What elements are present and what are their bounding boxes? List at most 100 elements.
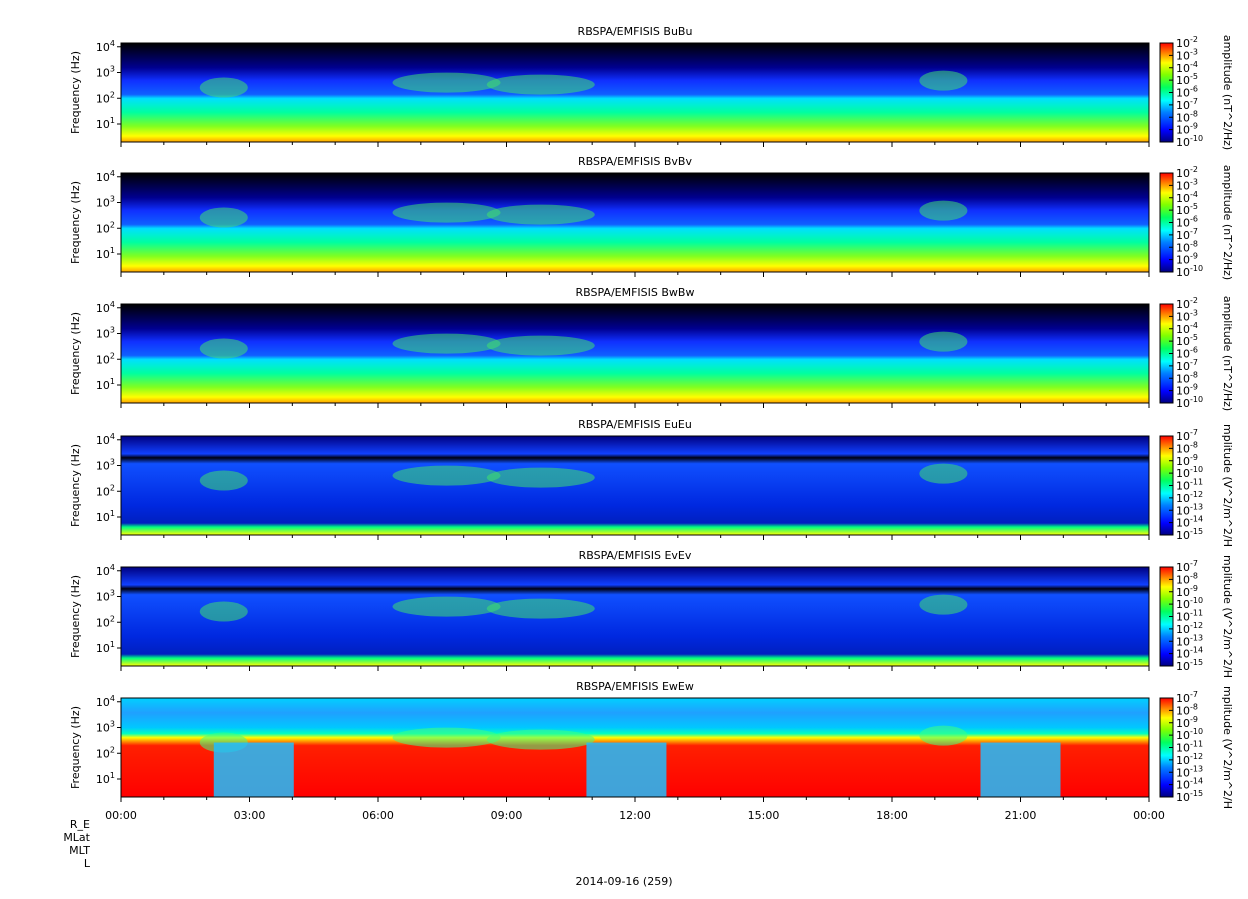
time-tick-label: 21:00 — [1005, 809, 1037, 822]
colorbar-tick-label: 10-6 — [1176, 215, 1198, 230]
colorbar-tick-label: 10-8 — [1176, 370, 1198, 385]
colorbar-tick-label: 10-3 — [1176, 308, 1198, 323]
emission-feature — [919, 70, 968, 91]
panel-title: RBSPA/EMFISIS EvEv — [579, 549, 692, 562]
colorbar-tick-label: 10-7 — [1176, 97, 1198, 112]
emission-feature — [486, 74, 595, 95]
colorbar-label: amplitude (nT^2/Hz) — [1221, 165, 1234, 280]
emission-feature — [392, 465, 501, 486]
ephemeris-row-l: L — [83, 857, 90, 870]
colorbar-tick-label: 10-7 — [1176, 227, 1198, 242]
y-tick-label: 103 — [96, 458, 115, 473]
y-tick-label: 103 — [96, 195, 115, 210]
spectrogram-image — [121, 567, 1149, 666]
y-axis-label: Frequency (Hz) — [69, 575, 82, 658]
y-tick-label: 101 — [96, 116, 115, 131]
colorbar-tick-label: 10-10 — [1176, 264, 1203, 279]
y-axis-label: Frequency (Hz) — [69, 181, 82, 264]
colorbar-tick-label: 10-5 — [1176, 202, 1198, 217]
emission-feature — [199, 338, 248, 359]
colorbar-tick-label: 10-8 — [1176, 109, 1198, 124]
colorbar-tick-label: 10-9 — [1176, 122, 1198, 137]
emission-feature — [392, 202, 501, 223]
y-tick-label: 101 — [96, 640, 115, 655]
y-tick-label: 101 — [96, 377, 115, 392]
colorbar-tick-label: 10-12 — [1176, 752, 1203, 767]
spectrogram-image — [121, 304, 1149, 403]
spectrogram-panel-1: RBSPA/EMFISIS BuBu 101 102 103 104 Frequency … — [69, 25, 1234, 150]
colorbar-tick-label: 10-5 — [1176, 333, 1198, 348]
emission-feature — [199, 207, 248, 228]
panel-title: RBSPA/EMFISIS BwBw — [576, 286, 695, 299]
spectrogram-image — [121, 173, 1149, 272]
colorbar-tick-label: 10-13 — [1176, 502, 1203, 517]
ephemeris-row-labels: R_E MLat MLT L — [40, 818, 90, 870]
colorbar-tick-label: 10-5 — [1176, 72, 1198, 87]
colorbar-tick-label: 10-9 — [1176, 715, 1198, 730]
panel-title: RBSPA/EMFISIS BvBv — [578, 155, 692, 168]
colorbar-tick-label: 10-15 — [1176, 658, 1203, 673]
colorbar-tick-label: 10-14 — [1176, 777, 1203, 792]
emission-feature — [392, 727, 501, 748]
colorbar-tick-label: 10-14 — [1176, 646, 1203, 661]
perigee-gap — [586, 742, 667, 797]
emission-feature — [919, 463, 968, 484]
colorbar-label: amplitude (nT^2/Hz) — [1221, 296, 1234, 411]
emission-feature — [919, 725, 968, 746]
y-tick-label: 104 — [96, 563, 115, 578]
spectrogram-panel-3: RBSPA/EMFISIS BwBw 101 102 103 104 Frequency … — [69, 286, 1234, 411]
colorbar-tick-label: 10-8 — [1176, 702, 1198, 717]
colorbar-tick-label: 10-4 — [1176, 60, 1198, 75]
colorbar-tick-label: 10-9 — [1176, 584, 1198, 599]
y-tick-label: 101 — [96, 509, 115, 524]
emission-feature — [392, 333, 501, 354]
time-tick-label: 00:00 — [105, 809, 137, 822]
colorbar-tick-label: 10-12 — [1176, 621, 1203, 636]
colorbar-tick-label: 10-9 — [1176, 453, 1198, 468]
emission-feature — [392, 72, 501, 93]
time-tick-label: 03:00 — [234, 809, 266, 822]
colorbar-tick-label: 10-14 — [1176, 515, 1203, 530]
y-tick-label: 102 — [96, 90, 115, 105]
panel-title: RBSPA/EMFISIS BuBu — [578, 25, 693, 38]
perigee-gap — [213, 742, 294, 797]
colorbar-tick-label: 10-11 — [1176, 478, 1203, 493]
colorbar-tick-label: 10-11 — [1176, 740, 1203, 755]
emission-feature — [199, 470, 248, 491]
y-tick-label: 103 — [96, 65, 115, 80]
colorbar-label: mplitude (V^2/m^2/H — [1221, 555, 1234, 678]
ephemeris-row-mlat: MLat — [63, 831, 90, 844]
y-tick-label: 104 — [96, 39, 115, 54]
y-tick-label: 103 — [96, 589, 115, 604]
colorbar-tick-label: 10-7 — [1176, 428, 1198, 443]
time-tick-label: 00:00 — [1133, 809, 1165, 822]
time-tick-label: 12:00 — [619, 809, 651, 822]
colorbar-tick-label: 10-7 — [1176, 358, 1198, 373]
colorbar-tick-label: 10-2 — [1176, 165, 1198, 180]
time-tick-label: 15:00 — [748, 809, 780, 822]
colorbar-tick-label: 10-6 — [1176, 346, 1198, 361]
spectrogram-panel-6: RBSPA/EMFISIS EwEw 101 102 103 104 Frequency … — [69, 680, 1234, 809]
colorbar-tick-label: 10-15 — [1176, 527, 1203, 542]
time-tick-label: 18:00 — [876, 809, 908, 822]
colorbar-tick-label: 10-8 — [1176, 239, 1198, 254]
y-tick-label: 102 — [96, 483, 115, 498]
colorbar-tick-label: 10-10 — [1176, 395, 1203, 410]
spectrogram-image — [121, 436, 1149, 535]
y-tick-label: 104 — [96, 169, 115, 184]
colorbar-label: amplitude (nT^2/Hz) — [1221, 35, 1234, 150]
y-tick-label: 102 — [96, 220, 115, 235]
ephemeris-row-re: R_E — [69, 818, 90, 831]
panel-title: RBSPA/EMFISIS EwEw — [576, 680, 694, 693]
y-tick-label: 104 — [96, 432, 115, 447]
emission-feature — [486, 598, 595, 619]
colorbar-tick-label: 10-15 — [1176, 789, 1203, 804]
ephemeris-row-mlt: MLT — [69, 844, 90, 857]
emission-feature — [486, 204, 595, 225]
spectrogram-panel-4: RBSPA/EMFISIS EuEu 101 102 103 104 Frequency … — [69, 418, 1234, 547]
colorbar-tick-label: 10-7 — [1176, 559, 1198, 574]
colorbar-tick-label: 10-10 — [1176, 596, 1203, 611]
emission-feature — [919, 331, 968, 352]
colorbar-tick-label: 10-11 — [1176, 609, 1203, 624]
